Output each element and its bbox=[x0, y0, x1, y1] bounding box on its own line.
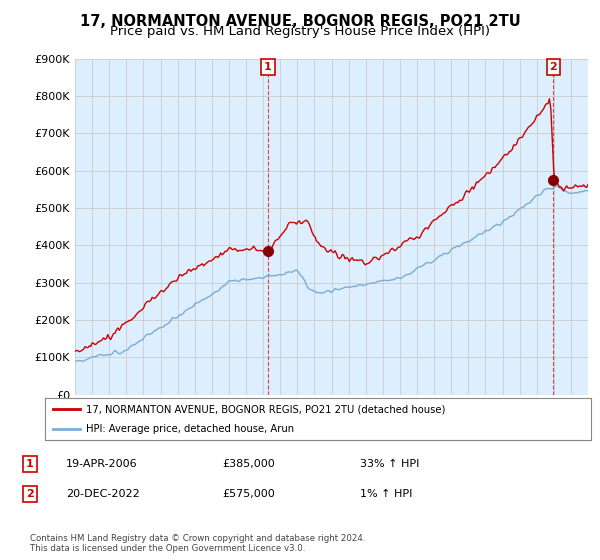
Text: 1% ↑ HPI: 1% ↑ HPI bbox=[360, 489, 412, 499]
Text: £385,000: £385,000 bbox=[222, 459, 275, 469]
Text: 2: 2 bbox=[26, 489, 34, 499]
Text: 1: 1 bbox=[26, 459, 34, 469]
Text: HPI: Average price, detached house, Arun: HPI: Average price, detached house, Arun bbox=[86, 424, 294, 434]
Text: £575,000: £575,000 bbox=[222, 489, 275, 499]
Text: 2: 2 bbox=[550, 62, 557, 72]
Text: 17, NORMANTON AVENUE, BOGNOR REGIS, PO21 2TU: 17, NORMANTON AVENUE, BOGNOR REGIS, PO21… bbox=[80, 14, 520, 29]
Text: Contains HM Land Registry data © Crown copyright and database right 2024.
This d: Contains HM Land Registry data © Crown c… bbox=[30, 534, 365, 553]
Text: 33% ↑ HPI: 33% ↑ HPI bbox=[360, 459, 419, 469]
Text: 19-APR-2006: 19-APR-2006 bbox=[66, 459, 137, 469]
Text: 17, NORMANTON AVENUE, BOGNOR REGIS, PO21 2TU (detached house): 17, NORMANTON AVENUE, BOGNOR REGIS, PO21… bbox=[86, 404, 445, 414]
Text: Price paid vs. HM Land Registry's House Price Index (HPI): Price paid vs. HM Land Registry's House … bbox=[110, 25, 490, 38]
Text: 20-DEC-2022: 20-DEC-2022 bbox=[66, 489, 140, 499]
Text: 1: 1 bbox=[264, 62, 272, 72]
